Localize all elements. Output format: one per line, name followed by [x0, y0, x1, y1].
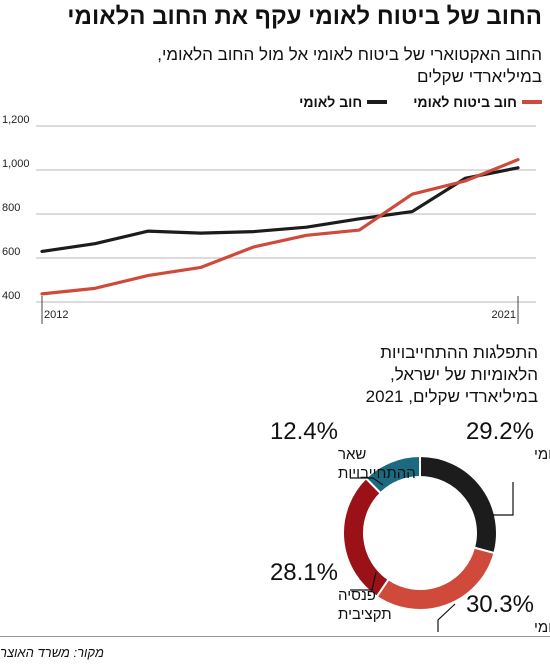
legend: חוב ביטוח לאומי חוב לאומי: [299, 94, 542, 110]
legend-label-national: חוב לאומי: [299, 94, 363, 110]
donut-slice: [364, 454, 421, 495]
slice-category-label: ביטוח לאומי: [534, 619, 550, 636]
source-divider: [0, 636, 550, 637]
y-tick-label: 600: [2, 246, 20, 258]
series-line-bl: [40, 158, 520, 296]
y-tick-label: 800: [2, 202, 20, 214]
pie-title-line-3: במיליארדי שקלים, 2021: [365, 387, 538, 406]
donut-slices: [342, 454, 498, 611]
slice-category-label: פנסיה: [338, 587, 376, 604]
series-lines: [40, 158, 520, 296]
leader-line: [350, 571, 377, 591]
slice-category-label: חוב לאומי: [534, 446, 550, 463]
legend-item-bl: חוב ביטוח לאומי: [413, 94, 542, 110]
leader-line: [492, 482, 514, 516]
y-gridlines: 400 600 800 1,000 1,200: [2, 114, 536, 303]
leader-line: [437, 603, 456, 632]
slice-category-label: ההתחייבויות: [338, 465, 416, 482]
slice-value-label: 29.2%: [466, 418, 534, 445]
slice-value-label: 12.4%: [270, 418, 338, 445]
y-tick-label: 400: [2, 290, 20, 302]
subtitle-line-2: במיליארדי שקלים: [416, 67, 542, 86]
donut-labels: 29.2%חוב לאומי 30.3%ביטוח לאומי 28.1%פנסיה…: [270, 418, 550, 636]
legend-swatch-bl: [522, 100, 542, 104]
subtitle-line-1: החוב האקטוארי של ביטוח לאומי אל מול החוב…: [157, 45, 542, 64]
chart-subtitle: החוב האקטוארי של ביטוח לאומי אל מול החוב…: [8, 44, 542, 88]
x-tick-label: 2021: [492, 309, 516, 321]
series-line-national: [40, 166, 520, 253]
slice-category-label: תקציבית: [338, 606, 392, 623]
pie-title: התפלגות ההתחייבויות הלאומיות של ישראל, ב…: [238, 342, 538, 408]
y-tick-label: 1,000: [2, 158, 30, 170]
donut-slice: [342, 476, 390, 599]
y-tick-label: 1,200: [2, 114, 30, 126]
slice-category-label: שאר: [338, 446, 366, 463]
pie-title-line-2: הלאומיות של ישראל,: [390, 365, 538, 384]
x-ticks: 2012 2021: [41, 296, 519, 324]
x-tick-label: 2012: [44, 309, 68, 321]
slice-value-label: 30.3%: [466, 591, 534, 618]
donut-slice: [419, 454, 498, 555]
source-note: מקור: משרד האוצר: [0, 645, 104, 660]
line-chart: 400 600 800 1,000 1,200 2012 2021: [2, 114, 536, 324]
page-title: החוב של ביטוח לאומי עקף את החוב הלאומי: [67, 3, 542, 30]
legend-swatch-national: [367, 100, 388, 104]
donut-chart: 29.2%חוב לאומי 30.3%ביטוח לאומי 28.1%פנסיה…: [270, 418, 550, 636]
leader-line: [350, 477, 384, 486]
legend-item-national: חוב לאומי: [299, 94, 388, 110]
legend-label-bl: חוב ביטוח לאומי: [413, 94, 517, 110]
slice-value-label: 28.1%: [270, 559, 338, 586]
pie-title-line-1: התפלגות ההתחייבויות: [380, 343, 538, 362]
